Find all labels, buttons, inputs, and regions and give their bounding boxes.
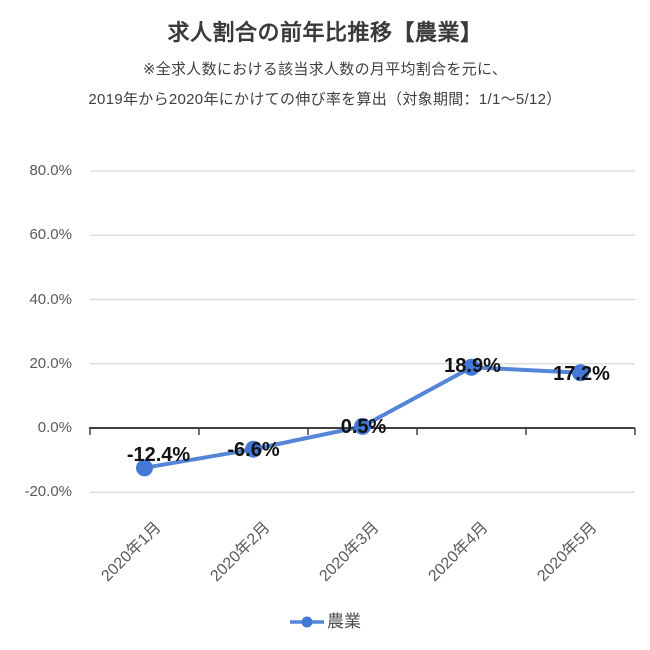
data-point-label: 17.2% [553, 362, 610, 385]
y-axis-tick-label: 60.0% [29, 226, 72, 244]
legend: 農業 [0, 611, 650, 633]
data-point-label: 0.5% [340, 416, 387, 439]
y-axis-tick-label: -20.0% [24, 483, 72, 501]
data-point-marker [245, 440, 262, 458]
legend-series-label: 農業 [327, 612, 361, 631]
legend-line-marker-icon [290, 616, 324, 628]
data-point-label: -12.4% [126, 443, 191, 466]
data-point-label: 18.9% [444, 355, 501, 378]
y-axis-tick-label: 40.0% [29, 290, 72, 308]
chart-subtitle-line2: 2019年から2020年にかけての伸び率を算出（対象期間：1/1〜5/12） [88, 91, 562, 108]
data-point-marker [136, 459, 153, 477]
chart-title: 求人割合の前年比推移【農業】 [167, 20, 483, 45]
data-point-label: -6.6% [227, 439, 280, 462]
data-point-marker [463, 358, 480, 376]
chart-subtitle-line1: ※全求人数における該当求人数の月平均割合を元に、 [142, 61, 508, 78]
data-point-marker [354, 417, 371, 435]
y-axis-tick-label: 0.0% [37, 419, 72, 436]
data-point-marker [572, 364, 589, 382]
y-axis-tick-label: 80.0% [29, 162, 72, 179]
y-axis-tick-label: 20.0% [29, 354, 72, 372]
